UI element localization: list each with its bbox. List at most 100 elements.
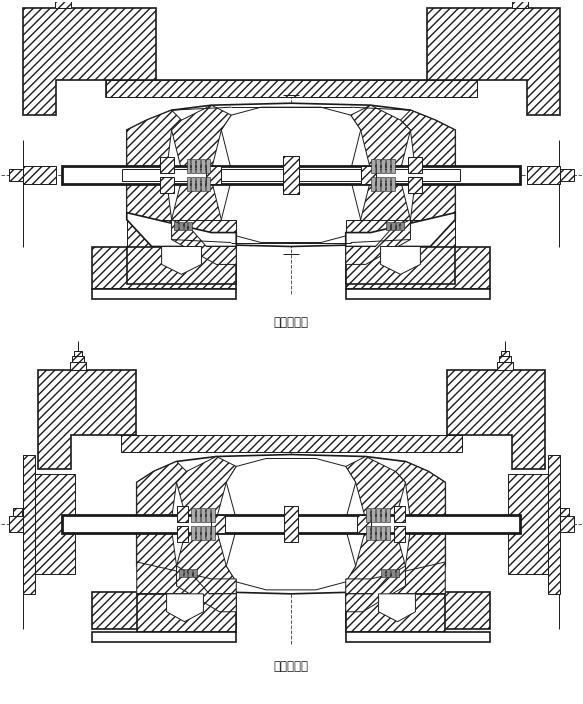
Bar <box>497 362 513 370</box>
Polygon shape <box>137 562 236 594</box>
Polygon shape <box>346 246 490 289</box>
Polygon shape <box>137 462 187 519</box>
Bar <box>385 159 389 173</box>
Polygon shape <box>137 524 445 594</box>
Bar <box>202 159 205 173</box>
Bar <box>206 177 210 191</box>
Bar <box>560 516 574 532</box>
Bar <box>188 222 192 230</box>
Bar <box>401 222 405 230</box>
Bar <box>371 159 375 173</box>
Bar <box>121 434 462 451</box>
Polygon shape <box>127 110 181 170</box>
Bar <box>391 177 395 191</box>
Bar <box>122 169 460 181</box>
Bar <box>206 159 210 173</box>
Polygon shape <box>92 246 236 289</box>
Bar <box>375 508 380 522</box>
Bar <box>395 569 399 577</box>
Polygon shape <box>127 103 455 175</box>
Bar <box>106 80 477 97</box>
Bar <box>178 222 182 230</box>
Polygon shape <box>409 177 422 193</box>
Polygon shape <box>394 526 405 542</box>
Bar <box>72 356 84 362</box>
Bar <box>184 222 188 230</box>
Polygon shape <box>127 246 236 284</box>
Bar <box>206 166 222 184</box>
Bar <box>188 569 192 577</box>
Bar <box>391 222 395 230</box>
Polygon shape <box>346 220 410 265</box>
Polygon shape <box>351 105 410 170</box>
Bar <box>196 177 201 191</box>
Bar <box>391 159 395 173</box>
Polygon shape <box>409 157 422 173</box>
Bar <box>560 169 574 181</box>
Polygon shape <box>226 529 356 590</box>
Polygon shape <box>378 594 416 622</box>
Bar <box>284 506 298 542</box>
Bar <box>35 474 75 574</box>
Bar <box>92 289 236 299</box>
Bar <box>191 526 195 540</box>
Polygon shape <box>346 456 405 519</box>
Bar <box>178 569 182 577</box>
Bar <box>385 222 389 230</box>
Bar <box>346 289 490 299</box>
Bar <box>375 177 380 191</box>
Bar <box>23 166 56 184</box>
Bar <box>366 526 370 540</box>
Bar <box>212 526 215 540</box>
Bar <box>371 526 375 540</box>
Polygon shape <box>447 370 545 470</box>
Polygon shape <box>127 175 455 246</box>
Bar <box>346 631 490 641</box>
Polygon shape <box>401 180 455 239</box>
Polygon shape <box>346 220 455 246</box>
Bar <box>512 0 528 8</box>
Bar <box>381 526 385 540</box>
Bar <box>381 159 385 173</box>
Bar <box>366 508 370 522</box>
Bar <box>381 508 385 522</box>
Polygon shape <box>38 370 136 470</box>
Polygon shape <box>226 458 356 519</box>
Bar <box>212 508 215 522</box>
Bar <box>508 474 548 574</box>
Polygon shape <box>160 177 174 193</box>
Polygon shape <box>171 180 231 244</box>
Bar <box>206 166 222 184</box>
Polygon shape <box>381 246 420 275</box>
Polygon shape <box>127 180 181 239</box>
Polygon shape <box>177 566 236 612</box>
Bar <box>527 166 560 184</box>
Bar <box>206 508 210 522</box>
Bar <box>202 526 205 540</box>
Bar <box>191 508 195 522</box>
Bar <box>202 177 205 191</box>
Bar <box>196 526 201 540</box>
Bar <box>196 508 201 522</box>
Bar <box>283 156 299 194</box>
Polygon shape <box>92 592 236 629</box>
Bar <box>375 526 380 540</box>
Bar <box>9 516 23 532</box>
Polygon shape <box>167 594 203 622</box>
Bar <box>361 166 375 184</box>
Bar <box>62 515 520 533</box>
Bar <box>385 508 389 522</box>
Bar <box>283 156 299 194</box>
Bar <box>74 351 82 356</box>
Bar <box>548 455 560 594</box>
Polygon shape <box>127 220 236 246</box>
Polygon shape <box>346 529 405 592</box>
Text: 双边支重轮: 双边支重轮 <box>273 315 308 329</box>
Polygon shape <box>160 157 174 173</box>
Polygon shape <box>23 8 156 115</box>
Bar <box>385 526 389 540</box>
Polygon shape <box>346 562 445 594</box>
Bar <box>385 569 389 577</box>
Bar <box>391 569 395 577</box>
Bar <box>196 159 201 173</box>
